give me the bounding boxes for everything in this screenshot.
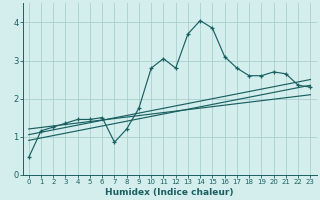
- X-axis label: Humidex (Indice chaleur): Humidex (Indice chaleur): [105, 188, 234, 197]
